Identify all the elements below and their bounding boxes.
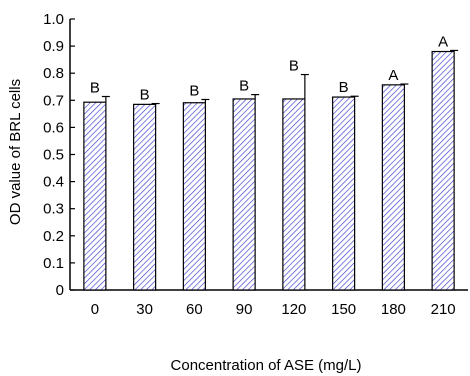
y-tick-label: 0	[56, 282, 64, 299]
x-tick-label: 150	[331, 301, 356, 318]
significance-label: B	[90, 80, 100, 97]
y-tick-label: 0.6	[43, 119, 64, 136]
x-tick-label: 0	[91, 301, 99, 318]
bar	[431, 50, 455, 291]
x-axis-title: Concentration of ASE (mg/L)	[171, 357, 362, 374]
significance-label: A	[388, 67, 398, 84]
y-tick-label: 0.1	[43, 255, 64, 272]
bar	[182, 102, 206, 291]
bar	[232, 98, 256, 291]
bar	[282, 98, 306, 291]
x-tick-label: 210	[431, 301, 456, 318]
y-axis-title: OD value of BRL cells	[7, 79, 24, 225]
y-tick-label: 0.5	[43, 147, 64, 164]
significance-label: B	[239, 78, 249, 95]
x-tick-label: 90	[236, 301, 253, 318]
bar	[332, 96, 356, 291]
y-tick-label: 0.9	[43, 38, 64, 55]
significance-label: B	[189, 82, 199, 99]
y-tick-label: 0.3	[43, 201, 64, 218]
significance-label: B	[339, 79, 349, 96]
plot-area: 0 0.1 0.2 0.3 0.4 0.5 0.6 0.7 0.8 0.9 1.0 B 0 B 30 B 60 B…	[43, 11, 468, 318]
significance-label: A	[438, 33, 448, 50]
y-tick-label: 0.8	[43, 65, 64, 82]
y-tick-label: 0.2	[43, 228, 64, 245]
y-tick-label: 0.7	[43, 92, 64, 109]
bar	[133, 103, 157, 291]
bar	[83, 101, 107, 291]
y-tick-label: 0.4	[43, 174, 64, 191]
significance-label: B	[289, 58, 299, 75]
significance-label: B	[140, 87, 150, 104]
x-tick-label: 120	[281, 301, 306, 318]
bar	[381, 84, 405, 291]
x-tick-label: 30	[136, 301, 153, 318]
y-tick-label: 1.0	[43, 11, 64, 28]
x-tick-label: 180	[381, 301, 406, 318]
x-tick-label: 60	[186, 301, 203, 318]
